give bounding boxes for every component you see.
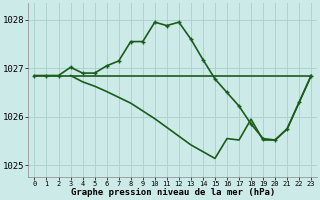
X-axis label: Graphe pression niveau de la mer (hPa): Graphe pression niveau de la mer (hPa) [71,188,275,197]
